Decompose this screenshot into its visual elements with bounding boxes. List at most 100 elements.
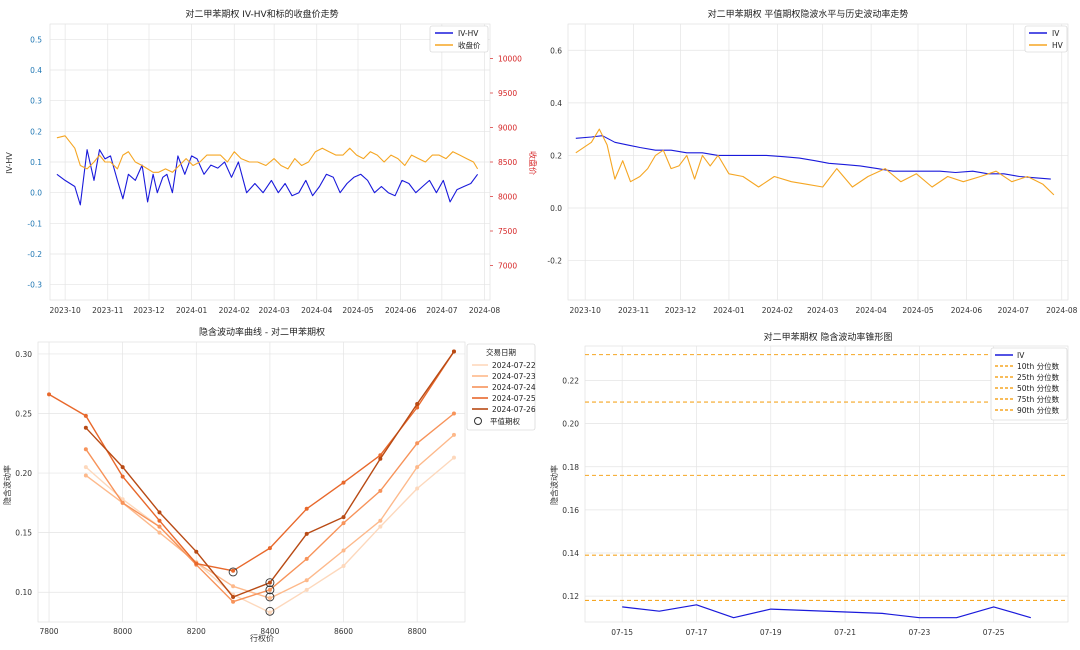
- chart3-point: [304, 556, 309, 561]
- chart2-series: [575, 128, 1055, 196]
- chart4-legend-label: 75th 分位数: [1017, 394, 1060, 404]
- chart1-line-close: [56, 135, 479, 173]
- chart4-y-ticks: 0.22 0.20 0.18 0.16 0.14 0.12: [562, 377, 579, 602]
- chart1-left-tick: -0.1: [27, 219, 42, 228]
- chart4-frame: [584, 345, 1069, 623]
- chart1-legend: IV-HV 收盘价: [429, 25, 489, 53]
- chart1-grid: [49, 23, 491, 301]
- chart1-left-tick: 0.1: [30, 158, 42, 167]
- chart3-point: [341, 521, 346, 526]
- chart4-y-tick: 0.16: [562, 506, 579, 515]
- chart3-atm-marker: [265, 578, 275, 588]
- chart2-x-tick: 2024-06: [951, 306, 983, 315]
- chart2-x-tick: 2024-05: [902, 306, 934, 315]
- chart3-legend-atm: 平值期权: [490, 416, 520, 426]
- chart4-line-iv: [622, 604, 1031, 619]
- chart3-point: [231, 594, 236, 599]
- chart3-y-tick: 0.20: [15, 469, 32, 478]
- chart4-ylabel: 隐含波动率: [549, 465, 559, 505]
- chart1-x-tick: 2024-03: [258, 306, 290, 315]
- chart1-x-ticks: 2023-10 2023-11 2023-12 2024-01 2024-02 2024-…: [49, 306, 500, 315]
- chart2-y-tick: -0.2: [547, 257, 562, 266]
- chart3-legend-label: 2024-07-24: [492, 383, 536, 392]
- chart4-y-tick: 0.20: [562, 420, 579, 429]
- chart2-y-ticks: 0.6 0.4 0.2 0.0 -0.2: [547, 46, 562, 265]
- chart3-point: [157, 530, 162, 535]
- chart3-y-tick: 0.25: [15, 409, 32, 418]
- chart3-x-tick: 8800: [408, 627, 427, 636]
- chart1-x-tick: 2024-02: [219, 306, 251, 315]
- chart-iv-hv-close: 对二甲苯期权 IV-HV和标的收盘价走势 IV-HV 收盘价 0.5 0.4 0.3…: [5, 8, 538, 315]
- chart1-x-tick: 2024-08: [469, 306, 501, 315]
- chart1-left-tick: 0.0: [30, 189, 42, 198]
- chart4-x-tick: 07-25: [983, 628, 1005, 637]
- chart2-x-tick: 2024-04: [855, 306, 887, 315]
- chart3-point: [267, 587, 272, 592]
- chart3-point: [415, 401, 420, 406]
- chart4-x-tick: 07-15: [611, 628, 633, 637]
- chart3-point: [341, 564, 346, 568]
- chart3-point: [451, 432, 456, 437]
- chart3-point: [231, 599, 236, 604]
- chart3-legend-label: 2024-07-26: [492, 405, 536, 414]
- chart2-legend-iv: IV: [1052, 29, 1060, 38]
- chart4-x-ticks: 07-15 07-17 07-19 07-21 07-23 07-25: [611, 628, 1005, 637]
- chart3-x-ticks: 7800 8000 8200 8400 8600 8800: [39, 627, 426, 636]
- chart3-atm-marker: [265, 606, 275, 616]
- chart1-ylabel-right: 收盘价: [528, 151, 538, 175]
- chart3-point: [378, 518, 383, 523]
- chart3-y-tick: 0.10: [15, 588, 32, 597]
- chart1-ylabel-left: IV-HV: [5, 152, 14, 174]
- chart4-legend-label: 50th 分位数: [1017, 383, 1060, 393]
- chart-iv-smile: 隐含波动率曲线 - 对二甲苯期权 行权价 隐含波动率 0.30 0.25 0.20 0…: [2, 326, 536, 643]
- chart3-point: [267, 596, 272, 601]
- chart1-left-tick: -0.3: [27, 281, 42, 290]
- chart1-left-tick: -0.2: [27, 250, 42, 259]
- chart3-point: [304, 531, 309, 536]
- chart1-left-tick: 0.3: [30, 97, 42, 106]
- chart4-legend-label: 90th 分位数: [1017, 405, 1060, 415]
- chart3-legend-label: 2024-07-25: [492, 394, 536, 403]
- chart2-x-tick: 2024-01: [713, 306, 745, 315]
- chart2-x-tick: 2023-12: [665, 306, 697, 315]
- chart1-left-tick: 0.2: [30, 127, 42, 136]
- chart3-xlabel: 行权价: [250, 633, 274, 643]
- chart3-point: [267, 610, 272, 615]
- chart1-right-tick: 8500: [498, 158, 517, 167]
- chart3-point: [415, 486, 420, 491]
- chart1-series: [56, 135, 479, 206]
- chart3-legend-label: 2024-07-22: [492, 361, 536, 370]
- chart3-point: [415, 441, 420, 446]
- chart3-point: [231, 568, 236, 573]
- chart1-x-tick: 2024-07: [426, 306, 458, 315]
- chart3-x-tick: 8000: [113, 627, 132, 636]
- chart2-y-tick: 0.6: [550, 46, 562, 55]
- chart3-point: [83, 413, 88, 418]
- chart3-point: [451, 411, 456, 416]
- chart2-x-tick: 2023-11: [618, 306, 650, 315]
- chart3-x-tick: 8400: [260, 627, 279, 636]
- chart3-atm-marker: [265, 592, 275, 602]
- chart3-ylabel: 隐含波动率: [2, 465, 12, 505]
- chart3-atm-marker: [265, 585, 275, 595]
- chart2-x-ticks: 2023-10 2023-11 2023-12 2024-01 2024-02 2024-…: [570, 306, 1078, 315]
- chart3-point: [341, 480, 346, 485]
- chart1-x-tick: 2023-10: [49, 306, 81, 315]
- chart2-x-tick: 2024-02: [762, 306, 794, 315]
- chart1-left-ticks: 0.5 0.4 0.3 0.2 0.1 0.0 -0.1 -0.2 -0.3: [27, 35, 42, 289]
- chart3-point: [267, 546, 272, 551]
- chart3-point: [157, 518, 162, 523]
- chart3-point: [415, 465, 420, 470]
- chart3-title: 隐含波动率曲线 - 对二甲苯期权: [199, 326, 325, 338]
- chart4-series: [585, 354, 1068, 619]
- chart1-right-tick: 9000: [498, 124, 517, 133]
- chart3-frame: [37, 341, 466, 623]
- chart1-x-tick: 2023-12: [133, 306, 165, 315]
- chart1-right-ticks: 10000 9500 9000 8500 8000 7500 7000: [490, 55, 522, 271]
- chart1-title: 对二甲苯期权 IV-HV和标的收盘价走势: [185, 8, 338, 20]
- chart3-legend: 交易日期 2024-07-222024-07-232024-07-242024-…: [466, 343, 536, 431]
- chart3-y-tick: 0.30: [15, 350, 32, 359]
- chart3-point: [267, 580, 272, 585]
- chart2-y-tick: 0.4: [550, 99, 562, 108]
